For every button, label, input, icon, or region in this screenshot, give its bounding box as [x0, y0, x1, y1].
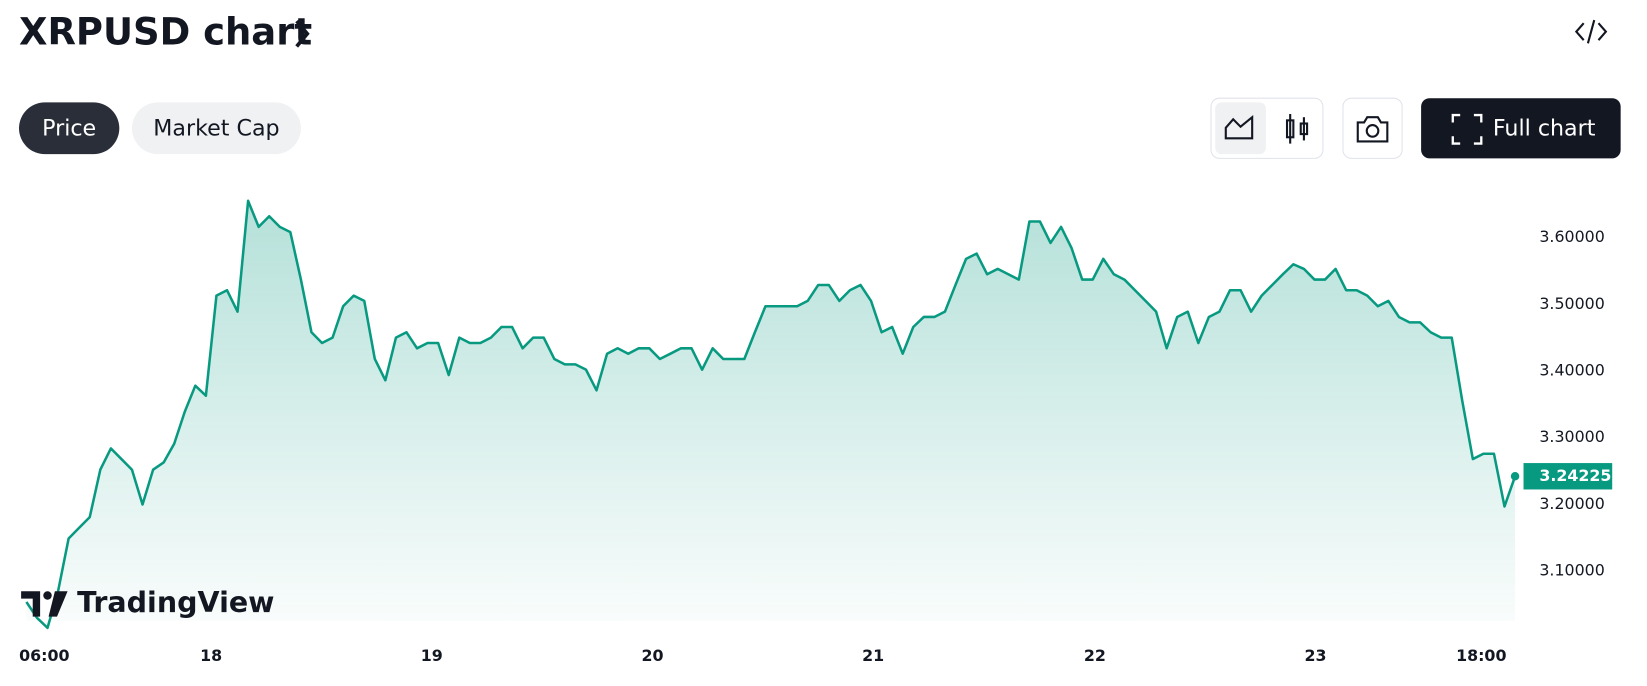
plot-area: 3.10000 3.20000 3.30000 3.40000 3.50000 3.600…	[19, 199, 1613, 665]
area-style-button[interactable]	[1215, 102, 1266, 155]
x-tick-label: 23	[1305, 646, 1327, 665]
watermark-logo	[21, 591, 68, 617]
camera-icon[interactable]	[1356, 116, 1389, 143]
watermark-text: TradingView	[77, 586, 274, 619]
tab-market-cap-label[interactable]: Market Cap	[153, 115, 279, 141]
x-tick-label: 06:00	[19, 646, 69, 665]
embed-icon[interactable]	[1574, 19, 1608, 44]
price-tag	[1523, 463, 1613, 490]
tab-price-label[interactable]: Price	[42, 115, 96, 141]
x-tick-label: 19	[421, 646, 443, 665]
full-chart-button[interactable]	[1421, 98, 1621, 159]
y-tick-label: 3.20000	[1539, 494, 1604, 513]
area-fill	[26, 200, 1516, 628]
x-tick-label: 21	[862, 646, 884, 665]
tab-market-cap[interactable]	[131, 102, 301, 155]
y-tick-label: 3.10000	[1539, 561, 1604, 580]
full-chart-label[interactable]: Full chart	[1493, 115, 1596, 141]
area-icon[interactable]	[1224, 114, 1254, 140]
candle-icon[interactable]	[1285, 114, 1309, 144]
x-tick-label: 20	[641, 646, 663, 665]
snapshot-button[interactable]	[1342, 97, 1403, 159]
price-line	[25, 199, 1517, 630]
x-tick-label: 18	[200, 646, 222, 665]
y-tick-label: 3.40000	[1539, 361, 1604, 380]
fullscreen-icon[interactable]	[1451, 113, 1483, 145]
last-point	[1510, 472, 1520, 481]
y-tick-label: 3.30000	[1539, 427, 1604, 446]
x-tick-label: 22	[1084, 646, 1106, 665]
x-tick-label: 18:00	[1456, 646, 1506, 665]
y-tick-label: 3.60000	[1539, 227, 1604, 246]
title-chevron[interactable]	[295, 19, 310, 48]
chart-title[interactable]: XRPUSD chart	[19, 10, 312, 53]
tab-price[interactable]	[19, 102, 120, 155]
y-tick-label: 3.50000	[1539, 294, 1604, 313]
price-tag-label: 3.24225	[1539, 466, 1611, 485]
